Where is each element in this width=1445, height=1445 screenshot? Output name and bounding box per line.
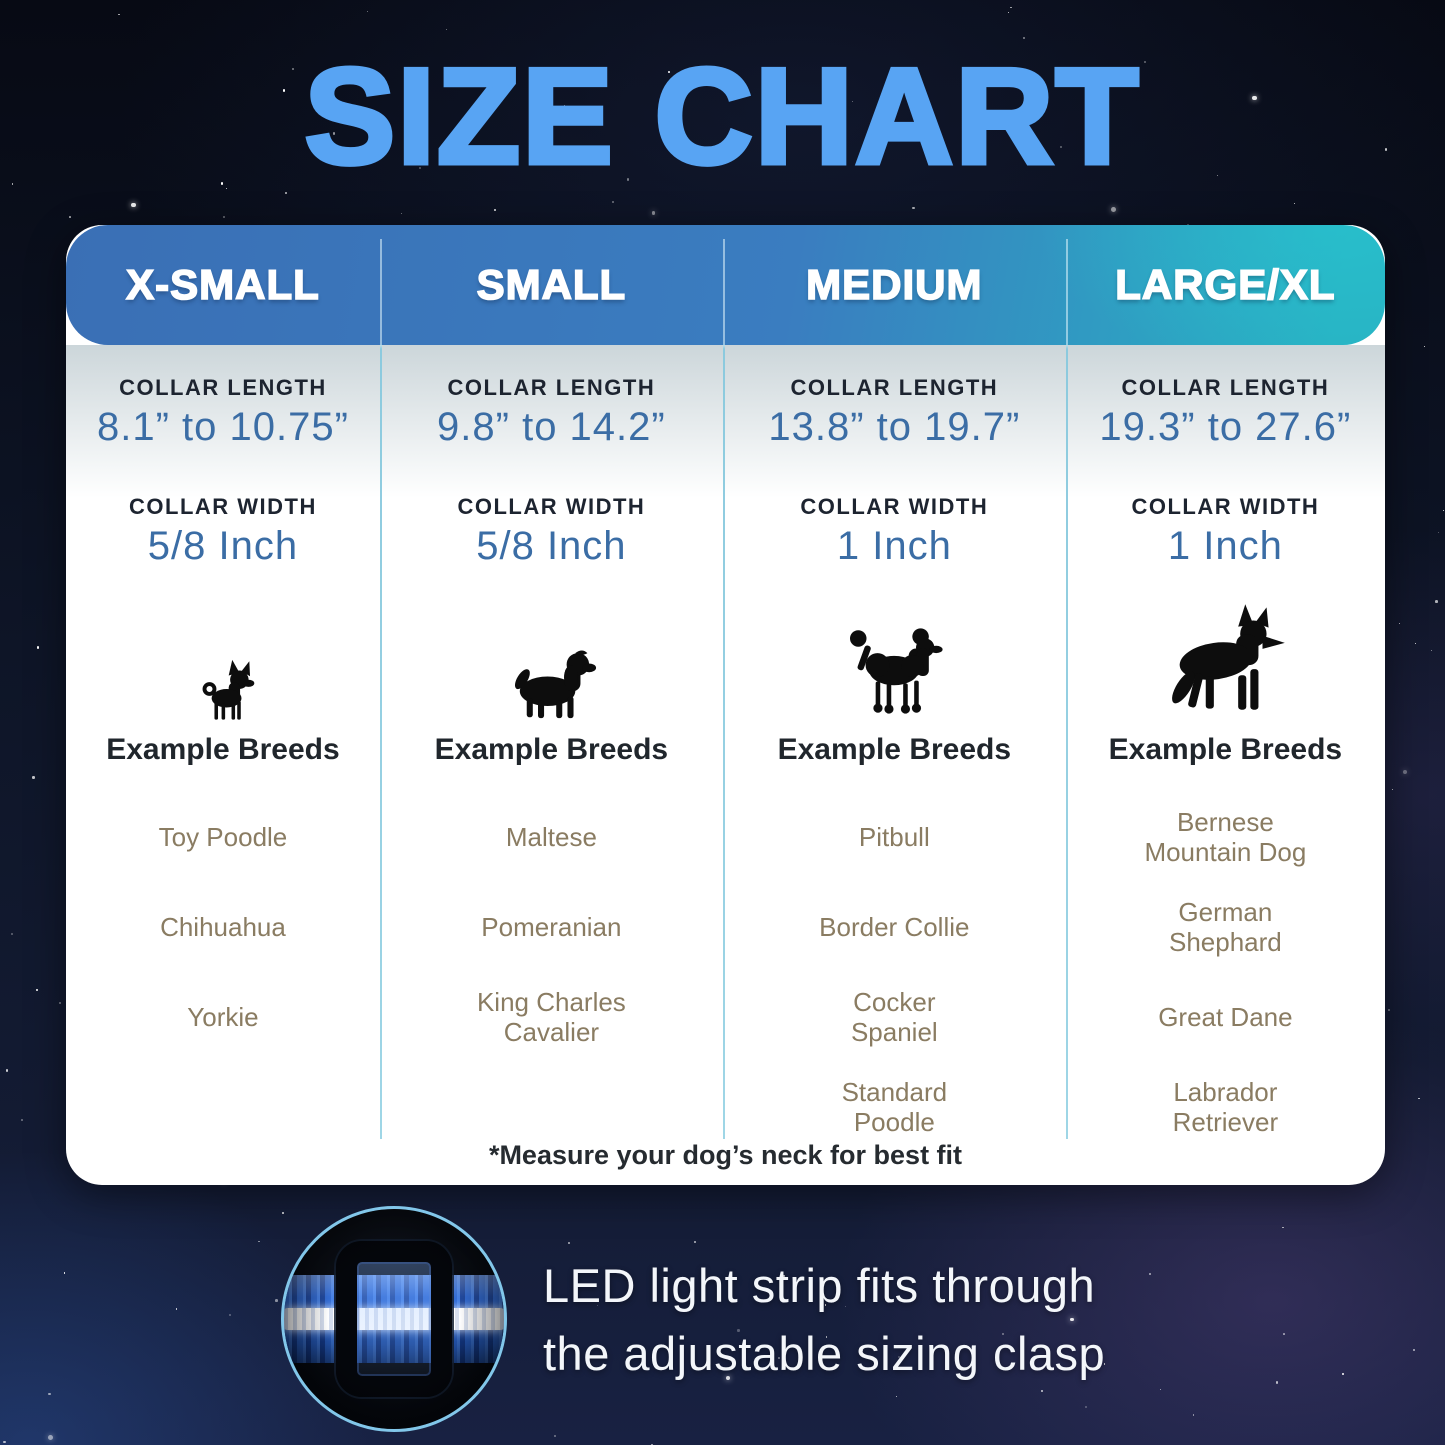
breed-item: Bernese Mountain Dog (1144, 807, 1307, 867)
collar-width-label: COLLAR WIDTH (457, 494, 646, 519)
led-callout-text: LED light strip fits through the adjusta… (543, 1252, 1105, 1387)
column-divider (722, 239, 725, 1139)
collar-width-label: COLLAR WIDTH (800, 494, 989, 519)
breed-item: Great Dane (1158, 1002, 1293, 1033)
breed-list: Pitbull Border Collie Cocker Spaniel Sta… (807, 793, 982, 1153)
breed-item: King Charles Cavalier (476, 987, 626, 1047)
example-breeds-heading: Example Breeds (777, 733, 1012, 766)
breed-item: Pomeranian (481, 912, 622, 943)
breed-item: Chihuahua (160, 912, 286, 943)
led-callout-line2: the adjustable sizing clasp (543, 1326, 1106, 1380)
collar-width-value: 1 Inch (1167, 524, 1283, 568)
collar-clasp-photo (281, 1206, 507, 1432)
collar-length-label: COLLAR LENGTH (1121, 375, 1330, 400)
german-shepherd-icon (1149, 577, 1301, 727)
column-xsmall: COLLAR LENGTH 8.1” to 10.75” COLLAR WIDT… (66, 345, 380, 1185)
breed-item: Toy Poodle (158, 822, 288, 853)
collar-length-value: 19.3” to 27.6” (1099, 405, 1352, 449)
example-breeds-heading: Example Breeds (106, 733, 340, 766)
column-header-largexl: LARGE/XL (1114, 260, 1336, 309)
size-chart-header-row: X-SMALL SMALL MEDIUM LARGE/XL (66, 225, 1385, 345)
collar-length-label: COLLAR LENGTH (447, 375, 656, 400)
collar-width-value: 1 Inch (836, 524, 952, 568)
breed-list: Bernese Mountain Dog German Shephard Gre… (1138, 793, 1313, 1153)
column-small: COLLAR LENGTH 9.8” to 14.2” COLLAR WIDTH… (380, 345, 723, 1185)
column-header-small: SMALL (476, 260, 627, 309)
collar-width-label: COLLAR WIDTH (1131, 494, 1320, 519)
collar-width-value: 5/8 Inch (147, 524, 299, 568)
collar-width-value: 5/8 Inch (476, 524, 627, 568)
breed-item: Border Collie (819, 912, 970, 943)
column-divider (1065, 239, 1068, 1139)
breed-item: German Shephard (1169, 897, 1282, 957)
poodle-icon (839, 577, 949, 727)
collar-length-value: 13.8” to 19.7” (768, 405, 1021, 449)
column-largexl: COLLAR LENGTH 19.3” to 27.6” COLLAR WIDT… (1066, 345, 1385, 1185)
column-header-medium: MEDIUM (805, 260, 983, 309)
led-callout-line1: LED light strip fits through (543, 1259, 1096, 1312)
column-header-xsmall: X-SMALL (125, 260, 320, 309)
collar-length-label: COLLAR LENGTH (119, 375, 327, 400)
breed-item: Maltese (505, 822, 597, 853)
breed-list: Maltese Pomeranian King Charles Cavalier (464, 793, 639, 1063)
card-body-top-fade (66, 345, 1385, 515)
breed-list: Toy Poodle Chihuahua Yorkie (159, 793, 288, 1063)
breed-item: Labrador Retriever (1172, 1077, 1279, 1137)
column-medium: COLLAR LENGTH 13.8” to 19.7” COLLAR WIDT… (723, 345, 1066, 1185)
cavalier-spaniel-icon (499, 577, 603, 727)
chihuahua-icon (187, 577, 259, 727)
page-title: SIZE CHART (302, 38, 1141, 195)
size-chart-card: X-SMALL SMALL MEDIUM LARGE/XL COLLAR LEN… (66, 225, 1385, 1185)
breed-item: Pitbull (858, 822, 930, 853)
column-divider (379, 239, 382, 1139)
collar-length-label: COLLAR LENGTH (790, 375, 999, 400)
size-chart-body: COLLAR LENGTH 8.1” to 10.75” COLLAR WIDT… (66, 345, 1385, 1185)
collar-length-value: 8.1” to 10.75” (96, 405, 349, 449)
collar-width-label: COLLAR WIDTH (129, 494, 317, 519)
measure-footnote: *Measure your dog’s neck for best fit (488, 1140, 963, 1170)
collar-length-value: 9.8” to 14.2” (437, 405, 666, 449)
photo-vignette (284, 1209, 504, 1429)
example-breeds-heading: Example Breeds (1108, 733, 1343, 766)
example-breeds-heading: Example Breeds (434, 733, 669, 766)
breed-item: Yorkie (187, 1002, 259, 1033)
breed-item: Standard Poodle (841, 1077, 948, 1137)
breed-item: Cocker Spaniel (850, 987, 938, 1047)
